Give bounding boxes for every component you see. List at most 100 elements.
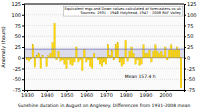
chart: 19301940195019601970198019902000-75-50-2… [0,0,200,109]
bar [141,58,143,64]
bar [34,58,36,67]
tick: 0 [18,55,24,61]
tick-label: 0 [18,55,21,61]
bars [26,23,182,88]
tick-label: 2000 [159,92,172,98]
tick-label: 125 [11,1,21,7]
tick: 75 [184,23,193,29]
bar [38,53,40,57]
tick: 1960 [80,90,93,98]
bar [111,50,113,58]
x-axis-label: Sunshine duration in August on Anglesey.… [18,103,191,108]
tick-label: 25 [15,44,21,50]
bar [139,58,141,66]
tick-label: 125 [187,1,197,7]
tick-label: 75 [15,23,21,29]
bar [46,58,48,67]
tick-mark [22,69,24,70]
bar [113,58,115,60]
bar [64,58,66,64]
bar [54,23,56,57]
y-axis: -75-50-250255075100125 [11,1,24,93]
bar [77,58,79,62]
tick-label: 1950 [61,92,74,98]
tick-mark [184,36,186,37]
grid-line [24,25,184,26]
bar [115,45,117,58]
tick-label: 0 [187,55,190,61]
tick: 75 [15,23,24,29]
tick: 25 [15,44,24,50]
bar [79,58,81,60]
tick-label: 100 [187,12,197,18]
bar [50,53,52,57]
tick: 100 [184,12,197,18]
tick-mark [184,79,186,80]
frame-line [24,4,184,5]
tick-label: -75 [13,87,21,93]
title-line: Sources: 1931 - 1946 Holyhead, 1947 - 20… [80,11,181,15]
tick-mark [22,90,24,91]
tick: 1990 [140,90,153,98]
x-axis: 19301940195019601970198019902000 [21,90,184,98]
bar [36,56,38,58]
tick-mark [22,47,24,48]
tick: -75 [184,87,195,93]
bar [172,50,174,58]
bar [149,50,151,58]
bar [131,47,133,58]
tick-label: -50 [187,76,195,82]
bar [158,53,160,57]
bar [26,58,28,60]
bar [135,58,137,64]
tick-mark [184,15,186,16]
mean-band [24,49,184,58]
tick: 125 [184,1,197,7]
bar [123,58,125,64]
tick-label: -25 [187,66,195,72]
bar [91,58,93,69]
tick-label: -75 [187,87,195,93]
bar [129,51,131,57]
bar [156,51,158,57]
bar [83,49,85,58]
tick-label: 25 [187,44,193,50]
bar [97,58,99,60]
grid-line [24,68,184,69]
tick-mark [184,4,186,5]
bar [151,58,153,62]
grid-line [24,47,184,48]
zero-line [24,57,184,58]
bar [153,51,155,57]
bar [162,56,164,58]
title-box [64,6,183,16]
y-axis-label: Anomaly (hours) [0,26,7,68]
mean-line [24,49,184,50]
bar [101,58,103,67]
tick-label: 1970 [100,92,113,98]
grid-line [24,79,184,80]
plot-background [24,4,184,90]
tick-label: 1940 [41,92,54,98]
bar [76,47,78,58]
bar [87,58,89,60]
bar [85,58,87,62]
bar [155,45,157,58]
tick-label: -50 [13,76,21,82]
annotation: Mean 157.4 h [125,74,156,79]
tick-mark [184,26,186,27]
plot-area [24,23,184,88]
bar [93,53,95,57]
tick-label: 1960 [80,92,93,98]
bar [160,51,162,57]
bar [147,53,149,57]
bar [28,58,30,61]
bar [168,50,170,58]
grid [24,4,184,90]
bar [119,58,121,62]
bar [81,58,83,71]
bar [72,58,74,66]
tick-mark [184,47,186,48]
tick: 1930 [21,90,34,98]
bar [107,45,109,58]
